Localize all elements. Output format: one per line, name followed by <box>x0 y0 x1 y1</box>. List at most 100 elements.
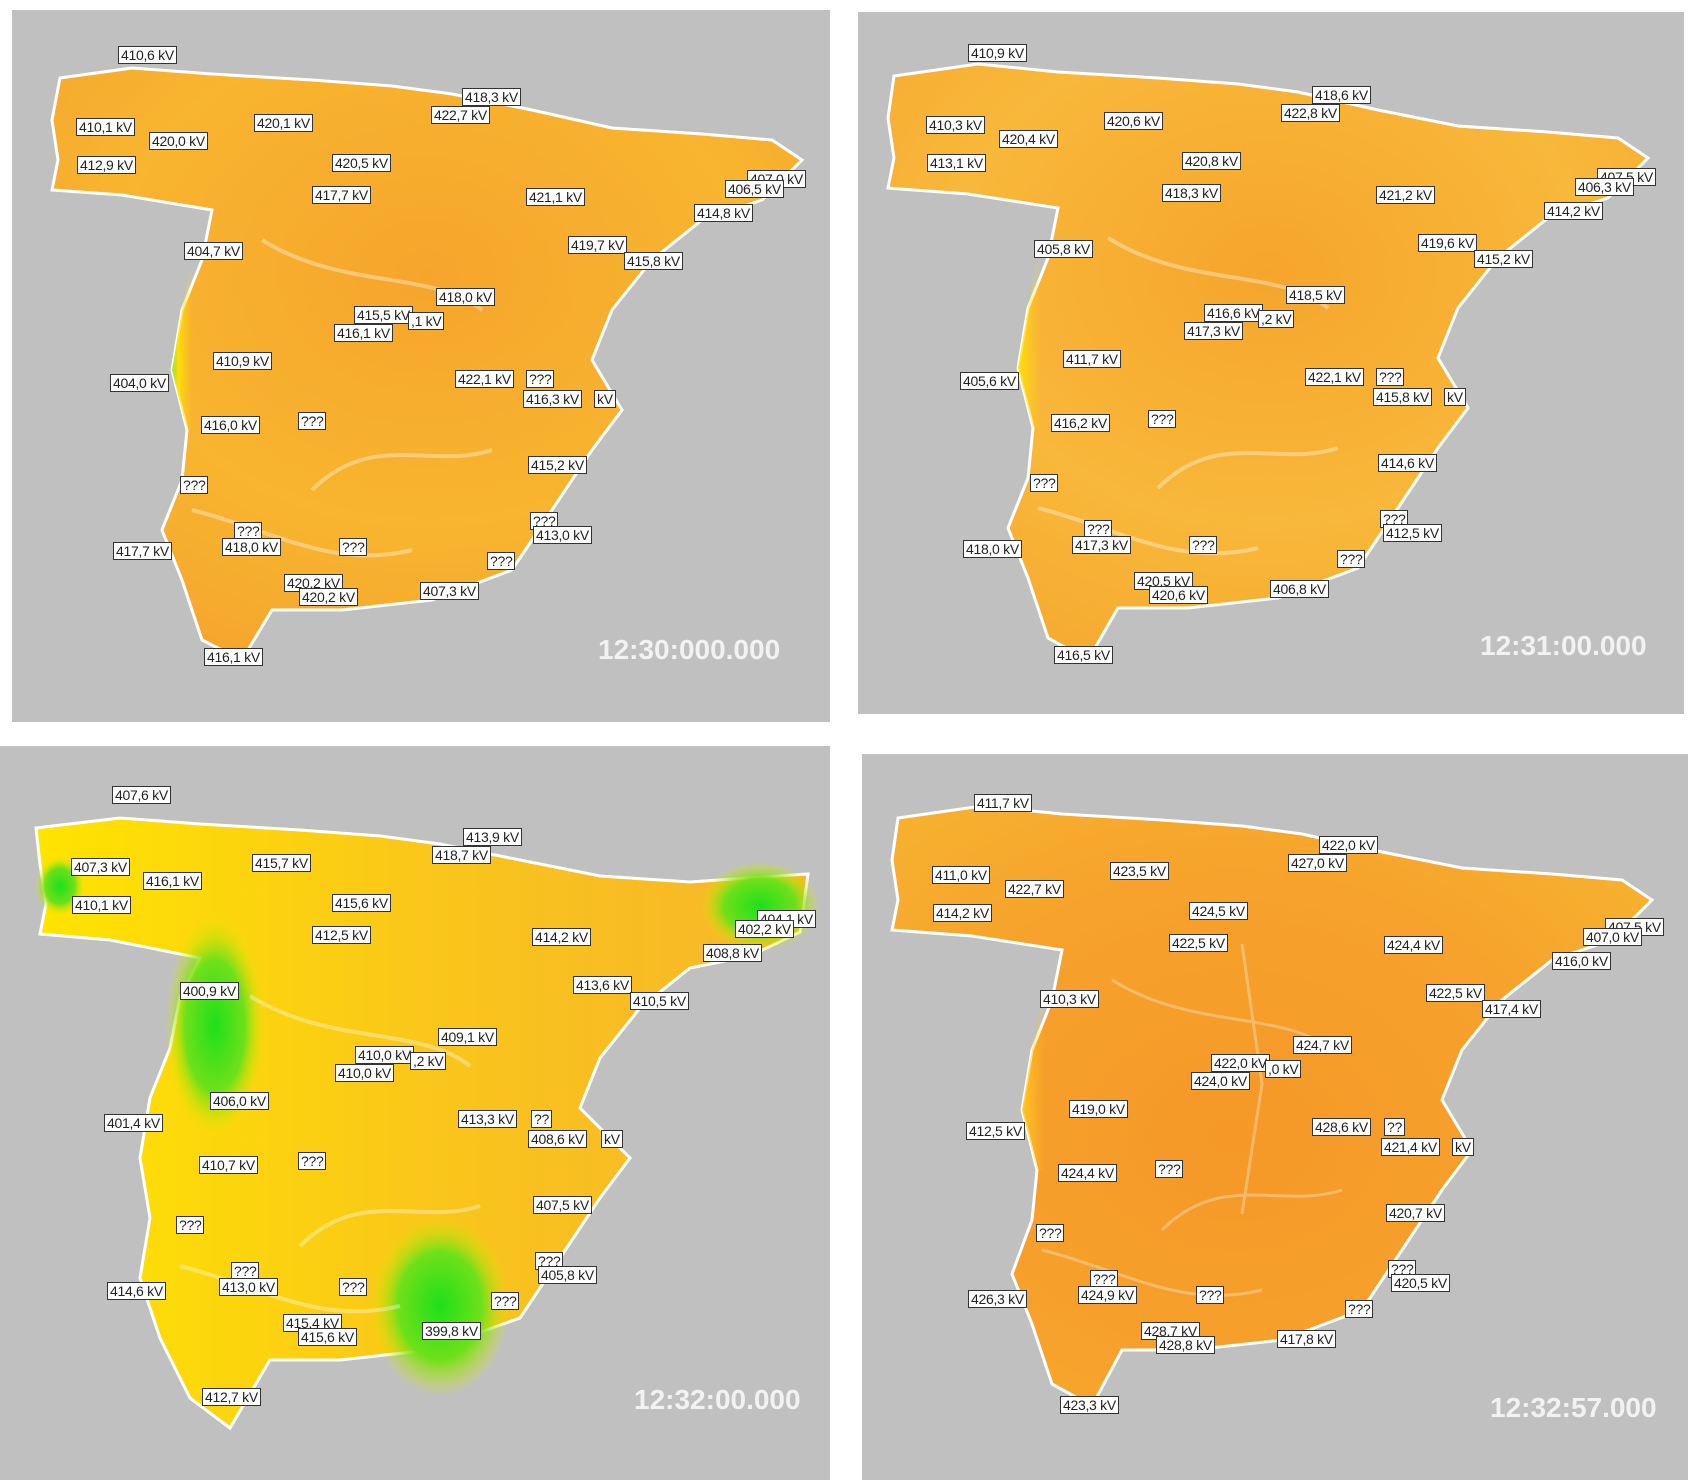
voltage-label: 410,7 kV <box>199 1156 258 1174</box>
voltage-label: 415,8 kV <box>624 252 683 270</box>
voltage-label: 408,8 kV <box>703 944 762 962</box>
voltage-label: 420,5 kV <box>332 154 391 172</box>
voltage-label: 415,2 kV <box>1474 250 1533 268</box>
voltage-label: ??? <box>487 552 516 570</box>
voltage-label: 420,2 kV <box>299 588 358 606</box>
voltage-label: 405,8 kV <box>538 1266 597 1284</box>
voltage-label: 410,9 kV <box>968 44 1027 62</box>
voltage-label: 410,1 kV <box>76 118 135 136</box>
voltage-label: ??? <box>1345 1300 1374 1318</box>
voltage-label: 420,1 kV <box>254 114 313 132</box>
voltage-label: 422,1 kV <box>455 370 514 388</box>
voltage-label: 422,5 kV <box>1169 934 1228 952</box>
voltage-label: 415,6 kV <box>298 1328 357 1346</box>
voltage-label: 416,3 kV <box>523 390 582 408</box>
voltage-label: 420,8 kV <box>1182 152 1241 170</box>
voltage-label: 417,8 kV <box>1277 1330 1336 1348</box>
voltage-label: 415,6 kV <box>332 894 391 912</box>
voltage-label: 414,8 kV <box>694 204 753 222</box>
voltage-label: 422,0 kV <box>1211 1054 1270 1072</box>
voltage-label: ??? <box>1084 520 1113 538</box>
voltage-label: 428,8 kV <box>1156 1336 1215 1354</box>
voltage-label: 422,7 kV <box>431 106 490 124</box>
voltage-label: 418,3 kV <box>1162 184 1221 202</box>
voltage-label: 410,5 kV <box>630 992 689 1010</box>
voltage-label: 407,5 kV <box>1605 918 1664 936</box>
voltage-label: 416,5 kV <box>1054 646 1113 664</box>
voltage-label: kV <box>1452 1138 1474 1156</box>
voltage-label: ??? <box>298 1152 327 1170</box>
voltage-label: 405,6 kV <box>960 372 1019 390</box>
voltage-label: 418,0 kV <box>963 540 1022 558</box>
voltage-label: 407,6 kV <box>112 786 171 804</box>
voltage-label: 422,8 kV <box>1281 104 1340 122</box>
voltage-label: 416,1 kV <box>334 324 393 342</box>
voltage-label: ??? <box>339 538 368 556</box>
voltage-label: ??? <box>1388 1260 1417 1278</box>
voltage-label: 421,1 kV <box>526 188 585 206</box>
voltage-label: 420,5 kV <box>1134 572 1193 590</box>
voltage-label: ??? <box>1036 1224 1065 1242</box>
voltage-label: 416,0 kV <box>1552 952 1611 970</box>
voltage-label: 419,6 kV <box>1418 234 1477 252</box>
voltage-label: 407,3 kV <box>71 858 130 876</box>
voltage-label: 410,0 kV <box>355 1046 414 1064</box>
timestamp: 12:30:000.000 <box>598 634 781 665</box>
voltage-label: 410,6 kV <box>118 46 177 64</box>
voltage-label: 407,5 kV <box>533 1196 592 1214</box>
voltage-label: 421,4 kV <box>1381 1138 1440 1156</box>
voltage-label: 414,6 kV <box>1378 454 1437 472</box>
voltage-label: ??? <box>1196 1286 1225 1304</box>
voltage-label: 420,6 kV <box>1149 586 1208 604</box>
voltage-label: ,1 kV <box>408 312 445 330</box>
voltage-label: 415,4 kV <box>283 1314 342 1332</box>
voltage-label: 423,5 kV <box>1110 862 1169 880</box>
map-panel-1232: 407,6 kV 413,9 kV 407,3 kV 415,7 kV 418,… <box>0 746 830 1480</box>
voltage-label: 418,7 kV <box>432 846 491 864</box>
voltage-label: 415,7 kV <box>252 854 311 872</box>
voltage-label: 414,2 kV <box>532 928 591 946</box>
iberia-voltage-heatmap <box>50 66 805 662</box>
voltage-label: 410,0 kV <box>335 1064 394 1082</box>
voltage-label: 412,5 kV <box>966 1122 1025 1140</box>
voltage-label: 420,5 kV <box>1391 1274 1450 1292</box>
map-panel-123257: 411,7 kV 422,0 kV 411,0 kV 423,5 kV 427,… <box>862 754 1688 1480</box>
voltage-label: 417,3 kV <box>1072 536 1131 554</box>
voltage-label: 418,5 kV <box>1286 286 1345 304</box>
voltage-label: 404,7 kV <box>184 242 243 260</box>
voltage-label: 412,5 kV <box>312 926 371 944</box>
voltage-label: 415,8 kV <box>1373 388 1432 406</box>
voltage-label: 413,9 kV <box>463 828 522 846</box>
voltage-label: 411,0 kV <box>932 866 990 884</box>
voltage-label: 424,4 kV <box>1058 1164 1117 1182</box>
voltage-label: 400,9 kV <box>180 982 239 1000</box>
voltage-label: 420,4 kV <box>999 130 1058 148</box>
voltage-label: ,0 kV <box>1265 1060 1302 1078</box>
voltage-label: ??? <box>1337 550 1366 568</box>
voltage-label: 424,9 kV <box>1078 1286 1137 1304</box>
voltage-label: 411,7 kV <box>1063 350 1121 368</box>
voltage-label: 418,6 kV <box>1312 86 1371 104</box>
voltage-label: 420,0 kV <box>149 132 208 150</box>
voltage-label: 410,1 kV <box>72 896 131 914</box>
voltage-label: 418,3 kV <box>462 88 521 106</box>
voltage-label: 407,0 kV <box>1583 928 1642 946</box>
voltage-label: 414,2 kV <box>1544 202 1603 220</box>
voltage-label: 410,3 kV <box>1040 990 1099 1008</box>
voltage-label: ??? <box>298 412 327 430</box>
voltage-label: 410,9 kV <box>213 352 272 370</box>
voltage-label: ??? <box>1148 410 1177 428</box>
map-panel-1230: 410,6 kV 418,3 kV 410,1 kV 420,1 kV 422,… <box>12 10 830 722</box>
voltage-label: 422,0 kV <box>1319 836 1378 854</box>
voltage-label: 424,5 kV <box>1189 902 1248 920</box>
voltage-label: 412,5 kV <box>1383 524 1442 542</box>
voltage-label: 418,0 kV <box>222 538 281 556</box>
voltage-label: 412,7 kV <box>202 1388 261 1406</box>
voltage-label: 416,6 kV <box>1204 304 1263 322</box>
voltage-label: 413,6 kV <box>573 976 632 994</box>
voltage-label: 401,4 kV <box>104 1114 163 1132</box>
voltage-label: 422,7 kV <box>1005 880 1064 898</box>
voltage-label: 415,2 kV <box>528 456 587 474</box>
voltage-label: ??? <box>231 1262 260 1280</box>
iberia-voltage-heatmap <box>34 816 820 1431</box>
